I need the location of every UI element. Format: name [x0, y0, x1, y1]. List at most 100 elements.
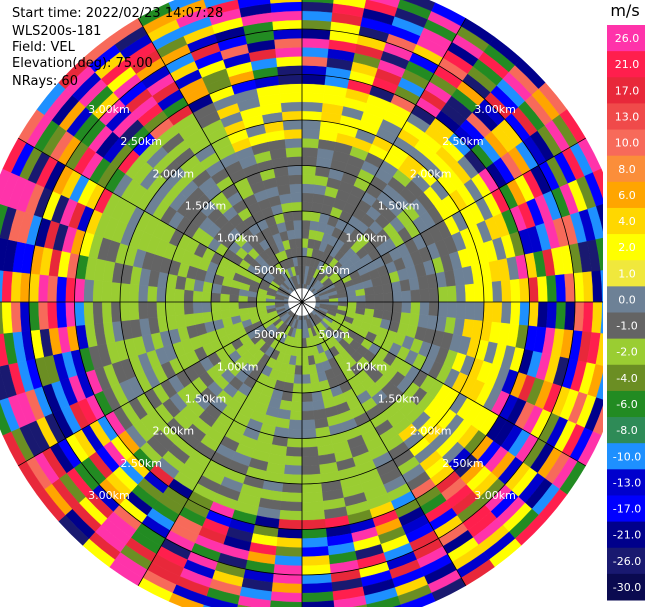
radar-gate	[289, 183, 303, 194]
radar-gate	[383, 301, 394, 312]
range-ring-label: 1.50km	[185, 199, 227, 212]
radar-gate	[301, 110, 323, 122]
radar-gate	[293, 219, 303, 230]
colorbar-swatch	[607, 338, 645, 366]
colorbar-tick-label: 6.0	[618, 189, 636, 202]
colorbar-swatch	[607, 495, 645, 523]
radar-gate	[165, 287, 176, 303]
radar-gate	[301, 101, 324, 113]
radar-gate	[156, 286, 167, 303]
radar-gate	[301, 482, 323, 494]
radar-gate	[274, 555, 303, 567]
radar-gate	[285, 147, 303, 158]
radar-gate	[301, 147, 319, 158]
radar-gate	[301, 365, 310, 376]
radar-gate	[555, 301, 567, 330]
radar-gate	[555, 274, 567, 303]
radar-gate	[128, 283, 140, 303]
radar-gate	[301, 1, 334, 13]
radar-gate	[286, 156, 303, 167]
radar-gate	[276, 537, 303, 548]
radar-gate	[292, 383, 303, 394]
radar-gate	[428, 287, 439, 303]
radar-gate	[301, 228, 310, 239]
radar-gate	[301, 92, 325, 104]
radar-gate	[500, 279, 512, 303]
radar-gate	[56, 301, 67, 328]
radar-gate	[509, 278, 521, 303]
radar-gate	[301, 509, 326, 521]
radar-gate	[210, 292, 221, 303]
radar-gate	[582, 271, 594, 303]
radar-gate	[83, 301, 95, 326]
radar-gate	[301, 210, 312, 221]
colorbar-swatch	[607, 103, 645, 131]
radar-gate	[383, 292, 394, 303]
radar-gate	[392, 291, 403, 303]
radar-gate	[284, 137, 303, 149]
radar-gate	[288, 419, 303, 430]
radar-gate	[271, 10, 303, 22]
range-ring-label: 2.00km	[153, 425, 195, 438]
colorbar-tick-label: 10.0	[615, 137, 640, 150]
radar-gate	[201, 291, 212, 303]
radar-gate	[564, 301, 576, 331]
radar-gate	[301, 219, 311, 230]
colorbar-tick-label: 26.0	[615, 32, 640, 45]
radar-gate	[281, 110, 303, 122]
radar-gate	[393, 604, 402, 607]
radar-gate	[119, 282, 131, 303]
radar-gate	[284, 455, 303, 467]
radar-gate	[281, 482, 303, 494]
radar-gate	[201, 301, 212, 313]
radial-line	[18, 301, 303, 467]
colorbar-swatch	[607, 469, 645, 496]
radar-gate	[301, 74, 326, 86]
radar-gate	[278, 509, 303, 521]
radar-gate	[301, 500, 325, 512]
radial-line	[301, 18, 467, 303]
range-ring-label: 3.00km	[474, 103, 516, 116]
colorbar-swatch	[607, 155, 645, 183]
radar-gate	[372, 284, 384, 295]
radar-gate	[301, 428, 317, 439]
radar-gate	[46, 275, 58, 303]
radar-gate	[46, 301, 58, 329]
radar-gate	[410, 289, 421, 303]
colorbar-tick-label: 1.0	[618, 267, 636, 280]
colorbar-tick-label: -8.0	[616, 424, 637, 437]
colorbar-tick-label: -2.0	[616, 346, 637, 359]
radar-gate	[473, 301, 485, 322]
radar-gate	[276, 56, 303, 67]
radar-gate	[352, 604, 368, 607]
radar-gate	[274, 37, 303, 49]
range-ring-label: 500m	[318, 328, 350, 341]
radar-gate	[365, 301, 376, 310]
radar-gate	[287, 428, 303, 439]
radar-gate	[491, 280, 503, 303]
colorbar-swatch	[607, 312, 645, 340]
colorbar-swatch	[607, 181, 645, 209]
radar-gate	[428, 301, 439, 317]
radar-gate	[147, 301, 158, 319]
radar-gate	[279, 500, 303, 512]
radar-gate	[301, 119, 322, 131]
radar-gate	[156, 301, 167, 318]
radar-gate	[455, 301, 467, 320]
radar-gate	[228, 301, 239, 310]
colorbar-swatch	[607, 77, 645, 104]
radar-gate	[356, 295, 366, 303]
radar-gate	[10, 271, 22, 303]
radial-line	[301, 301, 586, 467]
radar-gate	[301, 464, 321, 476]
radial-line	[18, 137, 303, 303]
radar-gate	[301, 410, 315, 421]
radar-gate	[301, 446, 319, 457]
radar-gate	[301, 347, 308, 357]
radar-gate	[293, 374, 303, 385]
radar-gate	[279, 92, 303, 104]
radar-gate	[473, 282, 485, 303]
radar-gate	[119, 301, 131, 322]
radar-gate	[296, 247, 303, 257]
range-ring-label: 1.00km	[217, 360, 259, 373]
